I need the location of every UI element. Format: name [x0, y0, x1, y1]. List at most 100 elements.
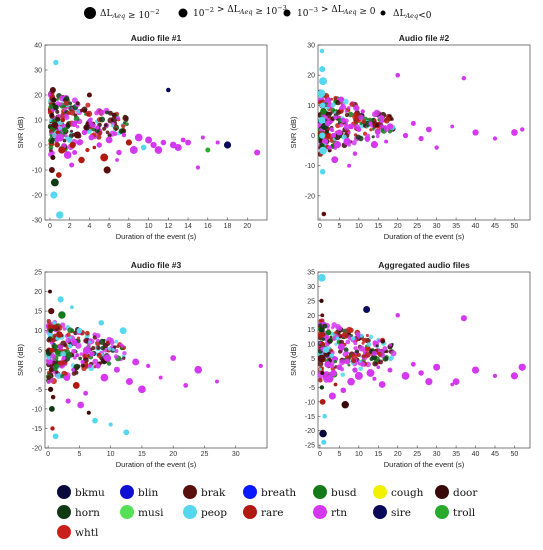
legend-door-marker: [435, 485, 449, 499]
data-point: [125, 377, 133, 386]
data-point: [63, 371, 68, 376]
scatter-panel: Audio file #3 0 5 10 15 20 25 30 -20 -15 -10 -5 0 5 10…: [16, 260, 268, 469]
data-point: [107, 133, 112, 138]
data-point: [69, 109, 76, 116]
x-tick-label: 40: [472, 451, 480, 458]
data-point: [70, 129, 74, 133]
data-point: [401, 372, 410, 380]
data-point: [103, 354, 112, 362]
data-point: [326, 132, 333, 140]
data-point: [333, 115, 338, 120]
data-point: [418, 135, 424, 142]
data-point: [347, 377, 355, 386]
y-tick-label: 10: [34, 118, 42, 125]
data-point: [358, 366, 364, 372]
data-point: [376, 365, 381, 370]
data-point: [99, 109, 105, 116]
data-point: [106, 361, 112, 366]
y-tick-label: -25: [305, 443, 315, 450]
data-point: [87, 363, 93, 368]
data-point: [58, 126, 62, 130]
scatter-panel: Aggregated audio files 0 5 10 15 20 25 30 35 40 45…: [289, 260, 531, 469]
data-point: [461, 75, 467, 81]
y-tick-label: -10: [32, 406, 42, 413]
data-point: [340, 372, 346, 377]
data-point: [79, 352, 84, 356]
data-point: [324, 360, 332, 368]
data-point: [62, 327, 67, 331]
y-tick-label: -30: [32, 218, 42, 225]
data-point: [64, 113, 69, 118]
data-point: [326, 103, 331, 108]
data-point: [353, 119, 358, 123]
data-point: [354, 105, 360, 111]
data-point: [60, 113, 66, 119]
data-point: [344, 358, 351, 365]
x-tick-label: 40: [472, 223, 480, 230]
data-point: [64, 95, 70, 102]
data-point: [100, 153, 109, 162]
legend-peop-label: peop: [201, 507, 227, 519]
y-tick-label: 10: [307, 342, 315, 349]
data-point: [388, 114, 392, 118]
legend-blin-marker: [120, 485, 134, 499]
size-legend-label: ΔLAeq<0: [393, 9, 432, 21]
data-point: [319, 48, 325, 54]
panel-title: Audio file #3: [131, 260, 182, 270]
x-axis-label: Duration of the event (s): [116, 460, 197, 469]
data-point: [319, 168, 326, 175]
data-point: [351, 336, 355, 341]
data-point: [105, 130, 110, 135]
plot-area: [44, 271, 268, 449]
data-point: [356, 352, 361, 358]
y-tick-label: 20: [34, 289, 42, 296]
data-point: [60, 351, 66, 357]
scatter-panel: Audio file #2 0 5 10 15 20 25 30 35 40 45 50 -20 -10 0…: [289, 33, 531, 241]
data-point: [377, 352, 383, 357]
data-point: [368, 334, 374, 340]
data-point: [77, 401, 85, 409]
data-point: [60, 373, 65, 379]
data-point: [326, 343, 330, 347]
data-point: [339, 339, 345, 345]
data-point: [49, 341, 54, 345]
y-tick-label: 20: [307, 313, 315, 320]
data-point: [107, 347, 112, 351]
data-point: [61, 355, 66, 361]
data-point: [194, 365, 203, 374]
data-point: [99, 338, 106, 345]
y-tick-label: 35: [307, 270, 315, 277]
data-point: [371, 135, 375, 139]
data-point: [333, 382, 338, 387]
data-point: [76, 327, 83, 334]
y-tick-label: -20: [32, 193, 42, 200]
data-point: [66, 332, 71, 337]
data-point: [88, 340, 92, 344]
data-point: [395, 313, 401, 318]
data-point: [355, 332, 360, 337]
data-point: [108, 422, 113, 427]
data-point: [347, 106, 351, 110]
y-axis-label: SNR (dB): [289, 116, 298, 149]
data-point: [158, 375, 163, 380]
y-axis-label: SNR (dB): [289, 343, 298, 376]
data-point: [325, 374, 334, 383]
data-point: [71, 367, 76, 372]
data-point: [83, 390, 89, 396]
y-axis-label: SNR (dB): [16, 343, 25, 376]
data-point: [54, 142, 60, 148]
x-tick-label: 45: [491, 451, 499, 458]
data-point: [349, 334, 353, 337]
data-point: [340, 387, 347, 394]
data-point: [318, 378, 323, 383]
data-point: [166, 87, 171, 93]
legend-busd-label: busd: [331, 487, 357, 499]
data-point: [72, 382, 80, 389]
data-point: [116, 149, 122, 156]
legend-blin-label: blin: [138, 487, 158, 499]
data-point: [68, 101, 73, 106]
data-point: [336, 110, 341, 116]
data-point: [86, 343, 91, 347]
data-point: [63, 374, 71, 381]
y-tick-label: 5: [311, 356, 315, 363]
